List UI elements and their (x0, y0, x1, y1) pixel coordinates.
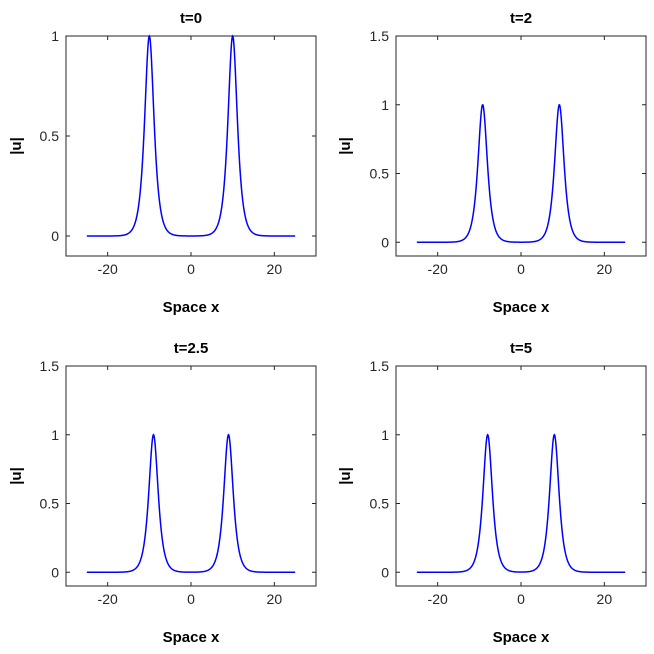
series-line (86, 34, 296, 237)
x-tick-label: 0 (187, 261, 195, 277)
x-axis-label: Space x (163, 629, 220, 646)
subplot-1: -20 0 20 0 0.5 1 t=0 Space x |u| (8, 10, 317, 316)
y-tick-label: 1.5 (370, 28, 390, 44)
y-tick-label: 1 (381, 427, 389, 443)
x-tick-label: -20 (428, 261, 448, 277)
subplot-title: t=5 (510, 340, 532, 357)
y-axis-label: |u| (337, 137, 354, 155)
x-tick-label: -20 (98, 591, 118, 607)
y-tick-label: 0.5 (370, 166, 390, 182)
axes-box (395, 35, 647, 257)
x-tick-label: 20 (597, 591, 613, 607)
y-tick-label: 0 (381, 564, 389, 580)
y-tick-label: 1 (51, 427, 59, 443)
y-tick-label: 1 (381, 97, 389, 113)
y-tick-label: 0 (51, 228, 59, 244)
y-axis-label: |u| (8, 467, 25, 485)
y-tick-label: 0.5 (370, 496, 390, 512)
subplot-4: -20 0 20 0 0.5 1 1.5 t=5 Space x |u| (337, 340, 647, 646)
x-tick-label: -20 (98, 261, 118, 277)
x-tick-label: 20 (267, 591, 283, 607)
subplot-title: t=2 (510, 10, 532, 27)
y-axis-label: |u| (8, 137, 25, 155)
series-line (416, 103, 626, 243)
y-tick-label: 1.5 (40, 358, 60, 374)
axes-box (395, 365, 647, 587)
y-tick-label: 1 (51, 28, 59, 44)
series-line (416, 433, 626, 573)
x-axis-label: Space x (163, 299, 220, 316)
x-tick-label: 20 (267, 261, 283, 277)
y-tick-label: 0.5 (40, 128, 60, 144)
y-tick-label: 1.5 (370, 358, 390, 374)
x-tick-label: 0 (517, 591, 525, 607)
y-axis-label: |u| (337, 467, 354, 485)
subplot-title: t=0 (180, 10, 202, 27)
x-axis-label: Space x (493, 629, 550, 646)
x-axis-label: Space x (493, 299, 550, 316)
y-tick-label: 0 (381, 234, 389, 250)
axes-box (65, 365, 317, 587)
x-tick-label: 0 (187, 591, 195, 607)
subplot-2: -20 0 20 0 0.5 1 1.5 t=2 Space x |u| (337, 10, 647, 316)
y-tick-label: 0.5 (40, 496, 60, 512)
x-tick-label: 0 (517, 261, 525, 277)
x-tick-label: -20 (428, 591, 448, 607)
subplot-title: t=2.5 (174, 340, 209, 357)
y-tick-label: 0 (51, 564, 59, 580)
series-line (86, 433, 296, 573)
subplot-3: -20 0 20 0 0.5 1 1.5 t=2.5 Space x |u| (8, 340, 317, 646)
x-tick-label: 20 (597, 261, 613, 277)
axes-box (65, 35, 317, 257)
